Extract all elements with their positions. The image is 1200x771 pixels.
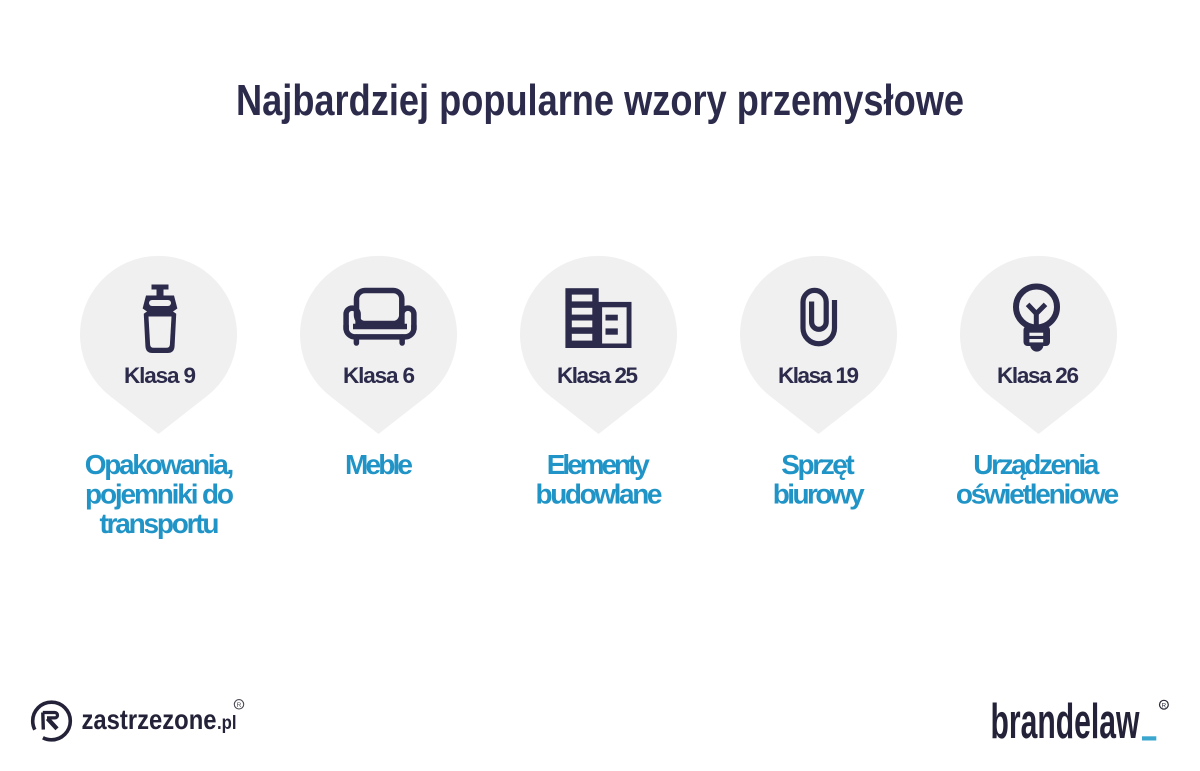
svg-text:Klasa 25: Klasa 25 (557, 363, 638, 388)
svg-text:Meble: Meble (345, 449, 413, 480)
svg-text:R: R (1162, 702, 1167, 709)
svg-text:Klasa 6: Klasa 6 (343, 363, 415, 388)
svg-text:budowlane: budowlane (536, 479, 663, 510)
svg-text:Klasa 26: Klasa 26 (997, 363, 1079, 388)
svg-text:pojemniki do: pojemniki do (85, 479, 234, 510)
svg-text:brandelaw: brandelaw (991, 695, 1141, 749)
svg-text:transportu: transportu (100, 508, 220, 539)
svg-text:zastrzezone: zastrzezone (82, 704, 217, 735)
svg-text:Urządzenia: Urządzenia (973, 449, 1099, 480)
svg-text:Elementy: Elementy (547, 449, 650, 480)
svg-text:Sprzęt: Sprzęt (781, 449, 855, 480)
svg-text:oświetleniowe: oświetleniowe (956, 479, 1119, 510)
svg-text:R: R (237, 702, 242, 709)
svg-text:Klasa 19: Klasa 19 (778, 363, 859, 388)
svg-text:Opakowania,: Opakowania, (85, 449, 235, 480)
svg-text:biurowy: biurowy (773, 479, 865, 510)
svg-text:Najbardziej popularne wzory pr: Najbardziej popularne wzory przemysłowe (236, 76, 964, 125)
svg-text:Klasa 9: Klasa 9 (124, 363, 196, 388)
svg-text:.pl: .pl (217, 713, 237, 734)
